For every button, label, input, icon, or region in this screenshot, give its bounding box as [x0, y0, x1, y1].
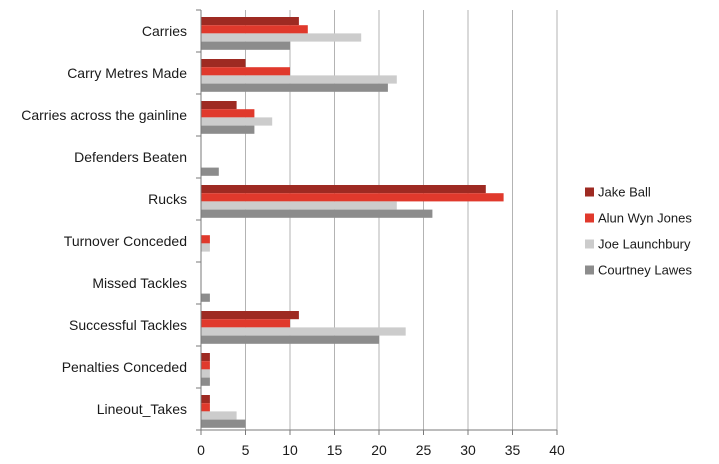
legend-label-courtney-lawes: Courtney Lawes	[598, 263, 692, 278]
category-label-missed-tackles: Missed Tackles	[92, 275, 187, 291]
x-tick-label-0: 0	[197, 442, 205, 458]
bar-courtney-lawes-penalties-conceded	[201, 377, 210, 386]
bar-joe-launchbury-turnover-conceded	[201, 243, 210, 252]
bar-joe-launchbury-carries	[201, 33, 362, 42]
x-tick-label-35: 35	[505, 442, 521, 458]
bar-jake-ball-carries	[201, 17, 299, 26]
category-label-turnover-conceded: Turnover Conceded	[64, 233, 187, 249]
legend: Jake Ball Alun Wyn Jones Joe Launchbury Cou…	[585, 185, 692, 278]
legend-swatch-joe-launchbury	[585, 239, 594, 249]
bar-courtney-lawes-missed-tackles	[201, 293, 210, 302]
bar-courtney-lawes-carries	[201, 41, 290, 50]
legend-swatch-alun-wyn-jones	[585, 213, 594, 223]
bar-alun-wyn-jones-penalties-conceded	[201, 361, 210, 370]
bar-joe-launchbury-rucks	[201, 201, 397, 210]
bar-joe-launchbury-successful-tackles	[201, 327, 406, 336]
bar-courtney-lawes-lineout-takes	[201, 419, 246, 428]
bar-joe-launchbury-carries-across-the-gainline	[201, 117, 273, 126]
x-tick-label-30: 30	[460, 442, 476, 458]
bar-alun-wyn-jones-carries	[201, 25, 308, 34]
category-label-carry-metres-made: Carry Metres Made	[67, 65, 187, 81]
bar-alun-wyn-jones-turnover-conceded	[201, 235, 210, 244]
x-tick-label-20: 20	[371, 442, 387, 458]
category-labels: Carries Carry Metres Made Carries across t…	[21, 23, 187, 417]
bar-joe-launchbury-lineout-takes	[201, 411, 237, 420]
axes	[196, 9, 558, 435]
x-tick-label-15: 15	[327, 442, 343, 458]
gridlines	[245, 10, 558, 430]
category-label-carries-across-the-gainline: Carries across the gainline	[21, 107, 187, 123]
legend-label-jake-ball: Jake Ball	[598, 185, 651, 200]
x-tick-label-25: 25	[416, 442, 432, 458]
legend-label-alun-wyn-jones: Alun Wyn Jones	[598, 211, 692, 226]
x-tick-labels: 0 5 10 15 20 25 30 35 40	[197, 442, 565, 458]
bar-jake-ball-successful-tackles	[201, 311, 299, 320]
bar-jake-ball-lineout-takes	[201, 395, 210, 404]
category-label-lineout-takes: Lineout_Takes	[97, 401, 187, 417]
x-tick-label-5: 5	[242, 442, 250, 458]
x-tick-label-10: 10	[282, 442, 298, 458]
bar-alun-wyn-jones-lineout-takes	[201, 403, 210, 412]
bar-alun-wyn-jones-rucks	[201, 193, 504, 202]
bar-alun-wyn-jones-successful-tackles	[201, 319, 290, 328]
bar-joe-launchbury-carry-metres-made	[201, 75, 397, 84]
bar-courtney-lawes-carry-metres-made	[201, 83, 388, 92]
bar-jake-ball-rucks	[201, 185, 486, 194]
category-label-carries: Carries	[142, 23, 187, 39]
category-label-rucks: Rucks	[148, 191, 187, 207]
category-label-penalties-conceded: Penalties Conceded	[62, 359, 187, 375]
bar-alun-wyn-jones-carry-metres-made	[201, 67, 290, 76]
bar-courtney-lawes-rucks	[201, 209, 433, 218]
legend-label-joe-launchbury: Joe Launchbury	[598, 237, 691, 252]
category-label-successful-tackles: Successful Tackles	[69, 317, 187, 333]
bar-courtney-lawes-successful-tackles	[201, 335, 379, 344]
bar-jake-ball-carry-metres-made	[201, 59, 246, 68]
category-label-defenders-beaten: Defenders Beaten	[74, 149, 187, 165]
bar-jake-ball-penalties-conceded	[201, 353, 210, 362]
bars	[201, 17, 504, 428]
bar-courtney-lawes-carries-across-the-gainline	[201, 125, 255, 134]
legend-swatch-courtney-lawes	[585, 265, 594, 275]
bar-courtney-lawes-defenders-beaten	[201, 167, 219, 176]
bar-jake-ball-carries-across-the-gainline	[201, 101, 237, 110]
bar-joe-launchbury-penalties-conceded	[201, 369, 210, 378]
x-tick-label-40: 40	[549, 442, 565, 458]
legend-swatch-jake-ball	[585, 187, 594, 197]
bar-alun-wyn-jones-carries-across-the-gainline	[201, 109, 255, 118]
